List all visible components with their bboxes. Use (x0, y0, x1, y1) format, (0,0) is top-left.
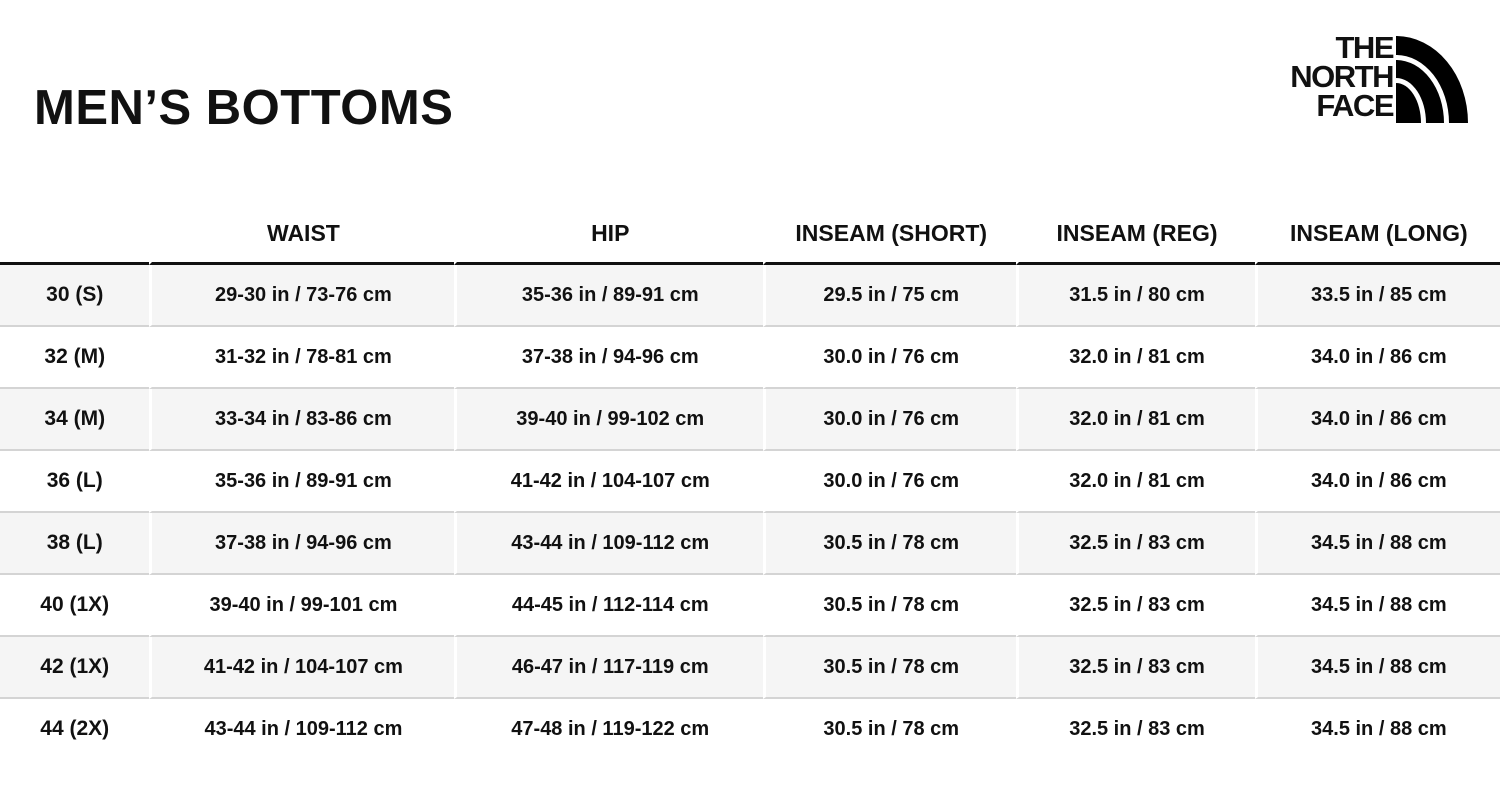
cell-inseam-reg: 32.0 in / 81 cm (1016, 389, 1255, 451)
cell-waist: 43-44 in / 109-112 cm (149, 699, 454, 759)
table-row: 34 (M) 33-34 in / 83-86 cm 39-40 in / 99-1… (0, 389, 1500, 451)
cell-inseam-long: 34.5 in / 88 cm (1254, 575, 1500, 637)
cell-inseam-short: 30.5 in / 78 cm (763, 513, 1017, 575)
cell-size: 36 (L) (0, 451, 150, 513)
cell-inseam-reg: 32.0 in / 81 cm (1016, 327, 1255, 389)
table-row: 44 (2X) 43-44 in / 109-112 cm 47-48 in / 1… (0, 699, 1500, 759)
cell-hip: 41-42 in / 104-107 cm (454, 451, 764, 513)
cell-inseam-long: 34.0 in / 86 cm (1254, 451, 1500, 513)
table-row: 38 (L) 37-38 in / 94-96 cm 43-44 in / 109-… (0, 513, 1500, 575)
cell-size: 40 (1X) (0, 575, 150, 637)
cell-size: 38 (L) (0, 513, 150, 575)
table-row: 42 (1X) 41-42 in / 104-107 cm 46-47 in / 1… (0, 637, 1500, 699)
cell-inseam-reg: 32.0 in / 81 cm (1016, 451, 1255, 513)
cell-inseam-reg: 32.5 in / 83 cm (1016, 699, 1254, 759)
cell-inseam-long: 33.5 in / 85 cm (1254, 265, 1500, 327)
cell-inseam-short: 29.5 in / 75 cm (763, 265, 1017, 327)
cell-inseam-short: 30.0 in / 76 cm (763, 451, 1017, 513)
cell-inseam-long: 34.5 in / 88 cm (1254, 637, 1500, 699)
cell-hip: 37-38 in / 94-96 cm (454, 327, 764, 389)
header-row: WAIST HIP INSEAM (SHORT) INSEAM (REG) INSEAM… (0, 205, 1500, 265)
cell-waist: 31-32 in / 78-81 cm (149, 327, 455, 389)
cell-inseam-reg: 32.5 in / 83 cm (1016, 575, 1255, 637)
cell-size: 42 (1X) (0, 637, 150, 699)
table-row: 40 (1X) 39-40 in / 99-101 cm 44-45 in / 11… (0, 575, 1500, 637)
cell-inseam-long: 34.5 in / 88 cm (1254, 513, 1500, 575)
cell-size: 34 (M) (0, 389, 150, 451)
cell-hip: 39-40 in / 99-102 cm (454, 389, 764, 451)
table-row: 30 (S) 29-30 in / 73-76 cm 35-36 in / 89-9… (0, 265, 1500, 327)
logo-line: FACE (1316, 88, 1394, 123)
cell-inseam-short: 30.5 in / 78 cm (763, 637, 1017, 699)
the-north-face-logo: THE NORTH FACE (1268, 30, 1468, 128)
cell-inseam-reg: 32.5 in / 83 cm (1016, 513, 1255, 575)
cell-inseam-reg: 31.5 in / 80 cm (1016, 265, 1255, 327)
cell-inseam-long: 34.0 in / 86 cm (1254, 389, 1500, 451)
cell-inseam-short: 30.0 in / 76 cm (763, 327, 1017, 389)
cell-hip: 43-44 in / 109-112 cm (454, 513, 764, 575)
column-header-hip: HIP (454, 205, 764, 265)
page-title: MEN’S BOTTOMS (34, 81, 454, 135)
cell-hip: 35-36 in / 89-91 cm (454, 265, 764, 327)
column-header-size (0, 205, 150, 265)
cell-size: 32 (M) (0, 327, 150, 389)
column-header-inseam-reg: INSEAM (REG) (1016, 205, 1255, 265)
cell-inseam-reg: 32.5 in / 83 cm (1016, 637, 1255, 699)
half-dome-icon (1396, 36, 1468, 123)
table-row: 32 (M) 31-32 in / 78-81 cm 37-38 in / 94-9… (0, 327, 1500, 389)
logo-wordmark: THE NORTH FACE (1290, 30, 1395, 123)
column-header-inseam-short: INSEAM (SHORT) (763, 205, 1017, 265)
table-row: 36 (L) 35-36 in / 89-91 cm 41-42 in / 104-… (0, 451, 1500, 513)
cell-waist: 33-34 in / 83-86 cm (149, 389, 455, 451)
cell-hip: 44-45 in / 112-114 cm (454, 575, 764, 637)
cell-inseam-short: 30.0 in / 76 cm (763, 389, 1017, 451)
size-chart-table: WAIST HIP INSEAM (SHORT) INSEAM (REG) INSEAM… (0, 205, 1500, 759)
column-header-waist: WAIST (149, 205, 455, 265)
cell-size: 44 (2X) (40, 717, 110, 740)
column-header-inseam-long: INSEAM (LONG) (1254, 205, 1500, 265)
cell-size: 30 (S) (0, 265, 150, 327)
logo-line: NORTH (1290, 59, 1394, 94)
cell-waist: 41-42 in / 104-107 cm (149, 637, 455, 699)
cell-waist: 29-30 in / 73-76 cm (149, 265, 455, 327)
cell-inseam-short: 30.5 in / 78 cm (763, 575, 1017, 637)
logo-line: THE (1335, 30, 1395, 65)
cell-waist: 35-36 in / 89-91 cm (149, 451, 455, 513)
cell-inseam-long: 34.5 in / 88 cm (1254, 699, 1500, 759)
cell-waist: 39-40 in / 99-101 cm (149, 575, 455, 637)
cell-inseam-long: 34.0 in / 86 cm (1254, 327, 1500, 389)
cell-hip: 46-47 in / 117-119 cm (454, 637, 764, 699)
cell-waist: 37-38 in / 94-96 cm (149, 513, 455, 575)
cell-inseam-short: 30.5 in / 78 cm (763, 699, 1016, 759)
cell-hip: 47-48 in / 119-122 cm (454, 699, 763, 759)
